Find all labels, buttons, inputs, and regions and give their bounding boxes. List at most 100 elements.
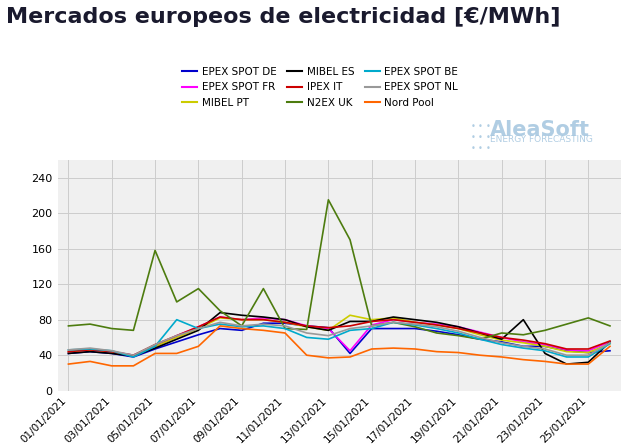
EPEX SPOT BE — [129, 354, 137, 360]
Nord Pool — [216, 323, 224, 329]
N2EX UK — [476, 337, 484, 342]
MIBEL ES — [238, 313, 246, 318]
MIBEL PT — [173, 335, 180, 340]
MIBEL ES — [216, 310, 224, 315]
EPEX SPOT FR — [281, 317, 289, 322]
EPEX SPOT BE — [454, 330, 462, 336]
MIBEL PT — [129, 353, 137, 359]
N2EX UK — [498, 330, 506, 336]
EPEX SPOT DE — [108, 351, 116, 356]
EPEX SPOT BE — [151, 344, 159, 349]
MIBEL PT — [606, 341, 614, 346]
MIBEL ES — [520, 317, 527, 322]
Text: •: • — [486, 144, 491, 153]
Nord Pool — [151, 351, 159, 356]
IPEX IT — [195, 324, 202, 329]
Line: MIBEL PT: MIBEL PT — [68, 315, 610, 356]
Nord Pool — [281, 330, 289, 336]
Line: MIBEL ES: MIBEL ES — [68, 313, 610, 364]
EPEX SPOT NL — [129, 353, 137, 358]
EPEX SPOT BE — [606, 341, 614, 346]
EPEX SPOT DE — [195, 332, 202, 337]
EPEX SPOT NL — [390, 320, 397, 325]
EPEX SPOT NL — [173, 333, 180, 338]
EPEX SPOT NL — [606, 340, 614, 345]
EPEX SPOT BE — [476, 337, 484, 342]
EPEX SPOT NL — [260, 321, 268, 327]
EPEX SPOT FR — [411, 320, 419, 325]
N2EX UK — [541, 328, 549, 333]
EPEX SPOT NL — [216, 320, 224, 325]
EPEX SPOT DE — [303, 323, 310, 329]
N2EX UK — [368, 323, 376, 329]
Line: IPEX IT: IPEX IT — [68, 317, 610, 355]
IPEX IT — [324, 325, 332, 330]
EPEX SPOT NL — [476, 335, 484, 340]
Nord Pool — [606, 344, 614, 349]
MIBEL PT — [195, 326, 202, 331]
EPEX SPOT DE — [151, 346, 159, 352]
EPEX SPOT DE — [584, 350, 592, 355]
EPEX SPOT BE — [563, 354, 570, 360]
Text: •: • — [486, 122, 491, 131]
IPEX IT — [454, 326, 462, 331]
EPEX SPOT NL — [368, 323, 376, 329]
N2EX UK — [195, 286, 202, 291]
MIBEL PT — [324, 328, 332, 333]
EPEX SPOT FR — [195, 324, 202, 329]
Nord Pool — [346, 354, 354, 360]
Nord Pool — [86, 359, 94, 364]
EPEX SPOT DE — [238, 328, 246, 333]
EPEX SPOT DE — [606, 348, 614, 353]
MIBEL ES — [65, 351, 72, 356]
EPEX SPOT BE — [346, 328, 354, 333]
EPEX SPOT DE — [346, 351, 354, 356]
EPEX SPOT NL — [346, 326, 354, 331]
IPEX IT — [520, 337, 527, 343]
EPEX SPOT BE — [584, 354, 592, 360]
EPEX SPOT NL — [303, 330, 310, 336]
Line: EPEX SPOT BE: EPEX SPOT BE — [68, 320, 610, 357]
IPEX IT — [173, 333, 180, 338]
N2EX UK — [346, 237, 354, 242]
MIBEL ES — [324, 328, 332, 333]
Line: Nord Pool: Nord Pool — [68, 326, 610, 366]
EPEX SPOT DE — [324, 325, 332, 330]
EPEX SPOT NL — [498, 340, 506, 345]
EPEX SPOT FR — [606, 339, 614, 345]
Nord Pool — [173, 351, 180, 356]
EPEX SPOT DE — [476, 337, 484, 342]
MIBEL PT — [260, 317, 268, 322]
MIBEL PT — [238, 317, 246, 322]
IPEX IT — [129, 353, 137, 358]
N2EX UK — [433, 330, 440, 336]
EPEX SPOT DE — [411, 326, 419, 331]
EPEX SPOT BE — [433, 326, 440, 331]
MIBEL ES — [129, 353, 137, 359]
EPEX SPOT DE — [86, 349, 94, 354]
N2EX UK — [216, 308, 224, 313]
EPEX SPOT BE — [238, 324, 246, 329]
N2EX UK — [281, 326, 289, 331]
EPEX SPOT BE — [86, 346, 94, 352]
IPEX IT — [260, 317, 268, 322]
Nord Pool — [584, 361, 592, 367]
MIBEL PT — [346, 313, 354, 318]
Nord Pool — [195, 344, 202, 349]
EPEX SPOT BE — [411, 322, 419, 328]
EPEX SPOT FR — [324, 326, 332, 331]
N2EX UK — [151, 248, 159, 253]
EPEX SPOT BE — [216, 321, 224, 327]
N2EX UK — [563, 321, 570, 327]
MIBEL PT — [411, 320, 419, 325]
EPEX SPOT FR — [216, 314, 224, 320]
Text: •: • — [478, 122, 483, 131]
Text: •: • — [470, 122, 476, 131]
IPEX IT — [151, 342, 159, 347]
EPEX SPOT FR — [65, 349, 72, 354]
EPEX SPOT FR — [173, 333, 180, 338]
Nord Pool — [390, 345, 397, 351]
MIBEL PT — [476, 332, 484, 337]
EPEX SPOT NL — [433, 324, 440, 329]
N2EX UK — [324, 197, 332, 202]
